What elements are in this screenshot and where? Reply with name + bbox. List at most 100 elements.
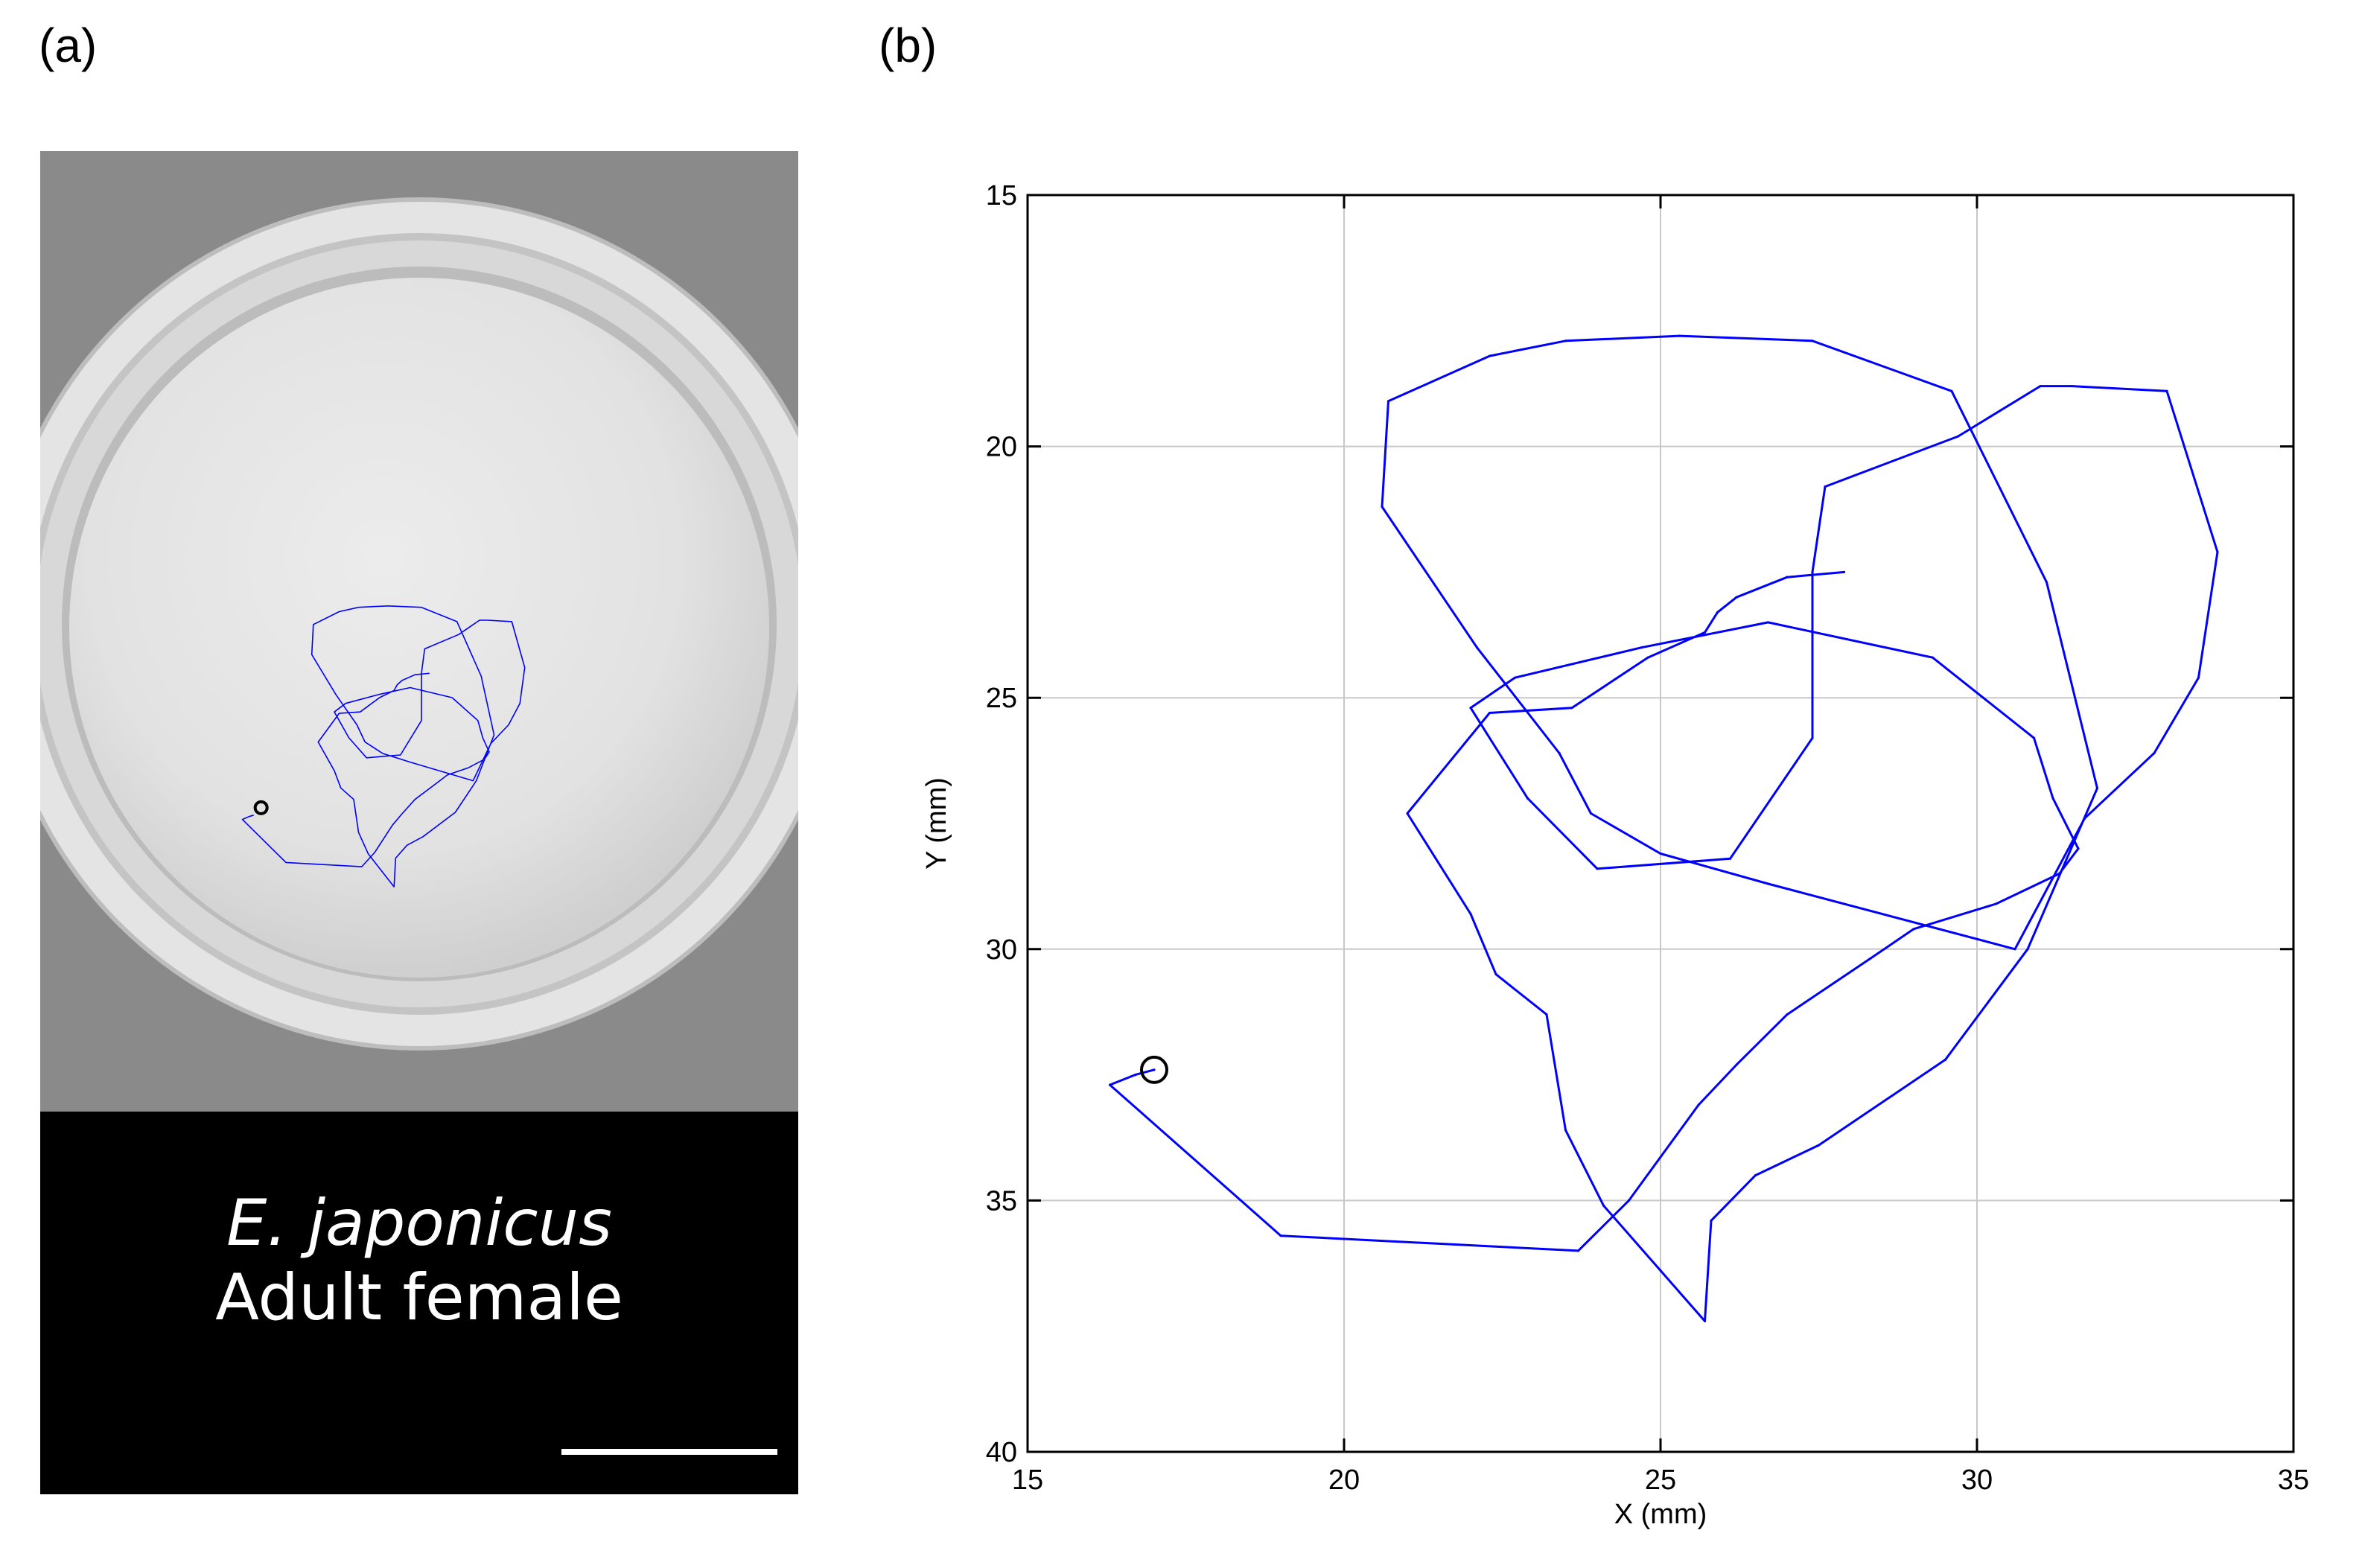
trajectory-point	[1564, 1129, 1567, 1132]
trajectory-point	[1716, 611, 1719, 614]
x-tick-label: 35	[2278, 1465, 2309, 1496]
trajectory-point	[1994, 902, 1998, 905]
life-stage: Adult female	[215, 1261, 623, 1335]
trajectory-point	[1817, 1144, 1821, 1147]
x-axis-label: X (mm)	[1614, 1499, 1707, 1530]
trajectory-point	[1811, 736, 1814, 739]
arena-floor	[69, 278, 769, 978]
trajectory-point	[1576, 1249, 1580, 1252]
y-tick-label: 40	[986, 1437, 1017, 1468]
photo-caption: E. japonicus Adult female	[40, 1112, 798, 1494]
start-marker	[1140, 1055, 1168, 1084]
trajectory-point	[1646, 656, 1649, 659]
trajectory-point	[1406, 812, 1409, 815]
trajectory-point	[1697, 1103, 1700, 1106]
trajectory-point	[1766, 621, 1770, 624]
trajectory-point	[1513, 676, 1517, 679]
trajectory-point	[1950, 389, 1953, 392]
trajectory-point	[1108, 1083, 1112, 1086]
trajectory-chart: 15 20 25 30 35 15 20 25 30 35 40 X (mm) Y (mm)	[916, 156, 2356, 1568]
trajectory-point	[1545, 1013, 1548, 1016]
trajectory-point	[1956, 435, 1960, 438]
trajectory-point	[1735, 596, 1738, 599]
y-axis-label: Y (mm)	[921, 777, 952, 870]
species-name: E. japonicus	[226, 1186, 612, 1261]
panel-letter-a: (a)	[39, 19, 98, 72]
trajectory-point	[1488, 711, 1491, 715]
plot-frame	[1026, 194, 2295, 1453]
tick-labels: 15 20 25 30 35 15 20 25 30 35 40	[986, 180, 2309, 1496]
trajectory-point	[2013, 948, 2016, 951]
x-tick-label: 15	[1012, 1465, 1043, 1496]
trajectory-point	[2032, 736, 2036, 739]
trajectory-point	[1943, 1058, 1947, 1061]
trajectory-point	[1754, 1174, 1757, 1177]
trajectory-point	[1627, 1199, 1631, 1202]
trajectory-point	[1526, 797, 1529, 800]
y-tick-label: 15	[986, 180, 1017, 211]
trajectory-point	[1766, 882, 1770, 885]
panel-letter-b: (b)	[879, 19, 937, 72]
trajectory-point	[2070, 384, 2074, 388]
arena-image	[40, 151, 798, 1112]
trajectory-point	[1381, 506, 1384, 509]
trajectory-point	[2197, 676, 2200, 679]
trajectory-point	[1703, 1319, 1707, 1323]
trajectory-point	[1475, 646, 1479, 649]
trajectory-point	[1728, 857, 1732, 860]
trajectory-point	[2057, 872, 2061, 876]
x-tick-label: 30	[1961, 1465, 1993, 1496]
y-tick-label: 35	[986, 1185, 1017, 1217]
x-tick-label: 25	[1645, 1465, 1676, 1496]
trajectory-point	[1735, 1063, 1738, 1066]
trajectory-point	[1494, 972, 1497, 976]
trajectory-point	[2216, 550, 2219, 553]
grid-lines	[1028, 195, 2293, 1452]
trajectory-point	[1589, 812, 1593, 815]
trajectory-point	[1153, 1068, 1156, 1071]
trajectory-point	[2045, 581, 2048, 584]
trajectory-point	[1570, 707, 1573, 710]
photo-trajectory-line	[241, 605, 526, 887]
trajectory-point	[1488, 354, 1491, 357]
y-tick-label: 30	[986, 934, 1017, 966]
trajectory-point	[1931, 656, 1935, 659]
data-points	[1108, 334, 2219, 1323]
trajectory-point	[1811, 570, 1814, 574]
trajectory-point	[2165, 389, 2168, 392]
trajectory-point	[1824, 485, 1827, 488]
photo-trajectory	[241, 605, 526, 887]
trajectory-point	[2083, 817, 2086, 820]
trajectory-point	[1640, 646, 1643, 649]
trajectory-point	[1912, 928, 1915, 931]
trajectory-point	[1703, 631, 1707, 634]
trajectory-point	[1659, 852, 1662, 855]
trajectory-point	[1710, 1219, 1713, 1223]
trajectory-point	[2077, 847, 2080, 850]
trajectory-point	[2039, 384, 2042, 388]
trajectory-point	[1602, 1204, 1605, 1207]
trajectory-point	[1133, 1074, 1137, 1077]
trajectory-point	[2095, 787, 2099, 790]
y-tick-label: 20	[986, 432, 1017, 463]
trajectory-point	[1564, 340, 1567, 342]
trajectory-point	[1678, 334, 1681, 337]
trajectory-point	[2026, 948, 2029, 951]
x-tick-label: 20	[1328, 1465, 1360, 1496]
trajectory-point	[1596, 867, 1599, 870]
trajectory-point	[1811, 340, 1814, 342]
photo-start-marker	[253, 800, 269, 815]
trajectory-point	[2153, 751, 2156, 755]
trajectory-point	[1469, 912, 1472, 916]
scale-bar	[561, 1449, 777, 1455]
chart-svg: 15 20 25 30 35 15 20 25 30 35 40 X (mm) Y (mm)	[921, 180, 2309, 1530]
trajectory-point	[1786, 576, 1789, 579]
trajectory-point	[1279, 1234, 1282, 1237]
trajectory-point	[2051, 797, 2054, 800]
trajectory-point	[1386, 400, 1390, 403]
trajectory-point	[1786, 1013, 1789, 1016]
trajectory-point	[1868, 957, 1871, 960]
arena-photograph: E. japonicus Adult female	[40, 151, 798, 1494]
trajectory-point	[1842, 570, 1846, 574]
y-tick-label: 25	[986, 683, 1017, 714]
